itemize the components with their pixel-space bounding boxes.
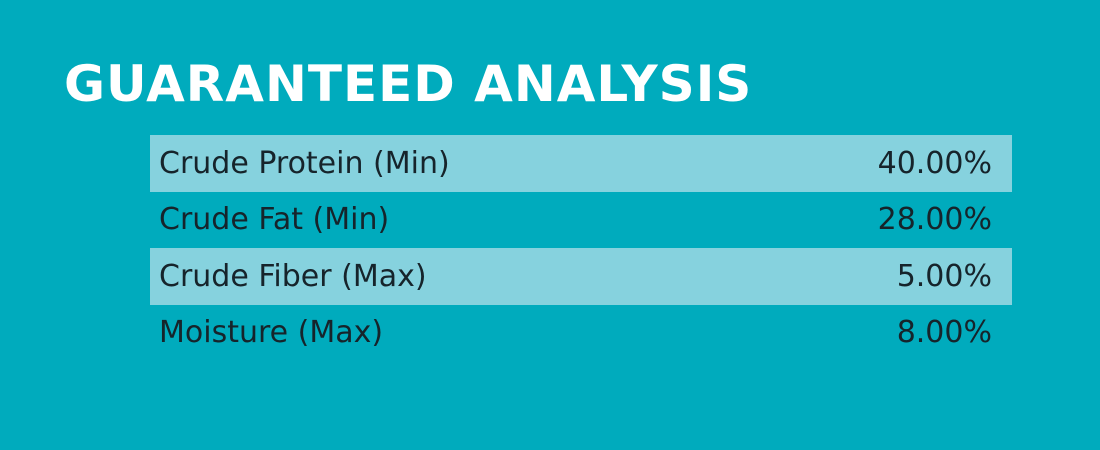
table-row: Crude Protein (Min) 40.00% xyxy=(150,135,1012,192)
row-value: 40.00% xyxy=(877,145,992,181)
row-label: Crude Fat (Min) xyxy=(159,202,390,238)
row-label: Moisture (Max) xyxy=(159,315,384,351)
row-value: 8.00% xyxy=(896,315,992,351)
table-row: Crude Fat (Min) 28.00% xyxy=(150,192,1012,249)
row-value: 5.00% xyxy=(896,258,992,294)
page-title: GUARANTEED ANALYSIS xyxy=(64,55,753,113)
analysis-table: Crude Protein (Min) 40.00% Crude Fat (Mi… xyxy=(150,135,1012,361)
table-row: Crude Fiber (Max) 5.00% xyxy=(150,248,1012,305)
table-row: Moisture (Max) 8.00% xyxy=(150,305,1012,362)
row-label: Crude Protein (Min) xyxy=(159,145,450,181)
row-label: Crude Fiber (Max) xyxy=(159,258,427,294)
row-value: 28.00% xyxy=(877,202,992,238)
